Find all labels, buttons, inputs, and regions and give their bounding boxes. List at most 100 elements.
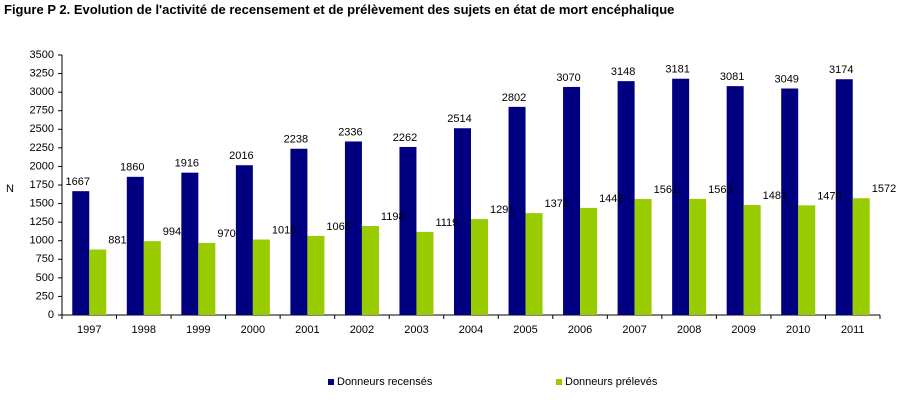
legend-item-preleves: Donneurs prélevés: [556, 376, 657, 388]
data-label-recenses: 3148: [611, 66, 635, 78]
y-tick-label: 3250: [30, 67, 54, 79]
y-axis: 0 250 500 750 1000 1250 1500 1750 2000 2250 2500 27…: [30, 49, 63, 321]
data-label-preleves: 970: [217, 228, 235, 240]
x-axis: 1997 1998 1999 2000 2001 2002 2003 2004 2005 2006…: [61, 314, 881, 336]
y-tick-label: 750: [36, 253, 54, 265]
data-label-preleves: 1198: [381, 211, 405, 223]
data-label-recenses: 3049: [774, 73, 798, 85]
x-tick-label: 2009: [731, 324, 755, 336]
bar-preleves: [361, 226, 379, 315]
bar-preleves: [798, 205, 816, 315]
data-label-recenses: 3070: [556, 72, 580, 84]
bar-recenses: [290, 148, 308, 315]
y-tick-label: 2750: [30, 105, 54, 117]
bar-preleves: [89, 249, 107, 315]
x-tick-label: 2006: [568, 324, 592, 336]
x-tick-label: 1997: [77, 324, 101, 336]
data-label-preleves: 1016: [272, 224, 296, 236]
data-label-recenses: 3081: [720, 71, 744, 83]
data-label-preleves: 1563: [708, 184, 732, 196]
legend-label-preleves: Donneurs prélevés: [565, 376, 658, 388]
data-labels: 1667 881 1860 994 1916 970 2016 1016 2238 1065 233…: [66, 64, 897, 247]
legend-swatch-preleves: [556, 379, 562, 385]
bar-preleves: [743, 204, 761, 315]
bar-preleves: [525, 213, 543, 315]
x-tick-label: 2000: [241, 324, 265, 336]
data-label-recenses: 1860: [120, 162, 144, 174]
y-tick-label: 2500: [30, 123, 54, 135]
x-tick-label: 2011: [841, 324, 865, 336]
data-label-preleves: 1481: [763, 190, 787, 202]
bar-preleves: [198, 242, 216, 315]
data-label-recenses: 2514: [447, 113, 471, 125]
bar-recenses: [344, 141, 362, 315]
figure-title: Figure P 2. Evolution de l'activité de r…: [4, 2, 675, 17]
bar-recenses: [126, 176, 144, 315]
y-tick-label: 1250: [30, 216, 54, 228]
bar-preleves: [416, 231, 434, 315]
data-label-recenses: 1916: [175, 158, 199, 170]
x-tick-label: 1998: [132, 324, 156, 336]
bar-preleves: [471, 219, 488, 315]
bar-preleves: [634, 199, 652, 315]
y-tick-label: 1750: [30, 179, 54, 191]
data-label-preleves: 1371: [545, 198, 569, 210]
bar-recenses: [454, 128, 471, 315]
x-tick-label: 2008: [677, 324, 701, 336]
data-label-preleves: 994: [163, 226, 181, 238]
data-label-recenses: 1667: [66, 176, 90, 188]
bar-recenses: [726, 86, 744, 315]
y-tick-label: 250: [36, 290, 54, 302]
data-label-preleves: 1291: [490, 204, 514, 216]
bar-recenses: [672, 78, 690, 315]
bar-preleves: [580, 207, 598, 315]
data-label-preleves: 1561: [654, 184, 678, 196]
x-tick-label: 2010: [786, 324, 810, 336]
x-tick-label: 2005: [513, 324, 537, 336]
data-label-preleves: 881: [108, 234, 126, 246]
bar-preleves: [852, 198, 870, 315]
bar-recenses: [781, 88, 799, 315]
data-label-recenses: 3174: [829, 64, 853, 76]
y-tick-label: 3000: [30, 86, 54, 98]
data-label-recenses: 2262: [393, 132, 417, 144]
bar-recenses: [181, 172, 199, 315]
data-label-preleves: 1119: [435, 217, 458, 229]
bar-preleves: [307, 235, 325, 315]
bar-recenses: [399, 146, 417, 315]
bar-recenses: [835, 79, 853, 316]
data-label-preleves: 1442: [599, 193, 623, 205]
data-label-preleves: 1065: [326, 221, 350, 233]
x-tick-label: 1999: [186, 324, 210, 336]
data-label-recenses: 2016: [229, 150, 253, 162]
data-label-preleves: 1476: [817, 190, 841, 202]
bar-recenses: [72, 191, 90, 315]
bar-recenses: [563, 86, 581, 315]
y-tick-label: 3500: [30, 49, 54, 61]
x-tick-label: 2003: [404, 324, 428, 336]
x-tick-label: 2007: [622, 324, 646, 336]
y-tick-label: 2250: [30, 142, 54, 154]
x-tick-label: 2001: [295, 324, 319, 336]
data-label-recenses: 2238: [284, 134, 308, 146]
y-tick-label: 500: [36, 272, 54, 284]
data-label-preleves: 1572: [872, 183, 896, 195]
y-tick-label: 0: [48, 309, 54, 321]
y-tick-label: 1500: [30, 197, 54, 209]
bars: [72, 78, 870, 316]
data-label-recenses: 2336: [338, 126, 362, 138]
data-label-recenses: 2802: [502, 92, 526, 104]
bar-preleves: [252, 239, 270, 315]
bar-preleves: [689, 198, 707, 315]
y-tick-label: 1000: [30, 235, 54, 247]
bar-preleves: [143, 241, 161, 315]
x-tick-label: 2002: [350, 324, 374, 336]
bar-recenses: [235, 165, 253, 315]
legend-label-recenses: Donneurs recensés: [337, 376, 433, 388]
x-tick-label: 2004: [459, 324, 483, 336]
data-label-recenses: 3181: [665, 64, 689, 76]
legend-swatch-recenses: [328, 379, 334, 385]
legend-item-recenses: Donneurs recensés: [328, 376, 432, 388]
y-axis-label: N: [6, 183, 14, 195]
